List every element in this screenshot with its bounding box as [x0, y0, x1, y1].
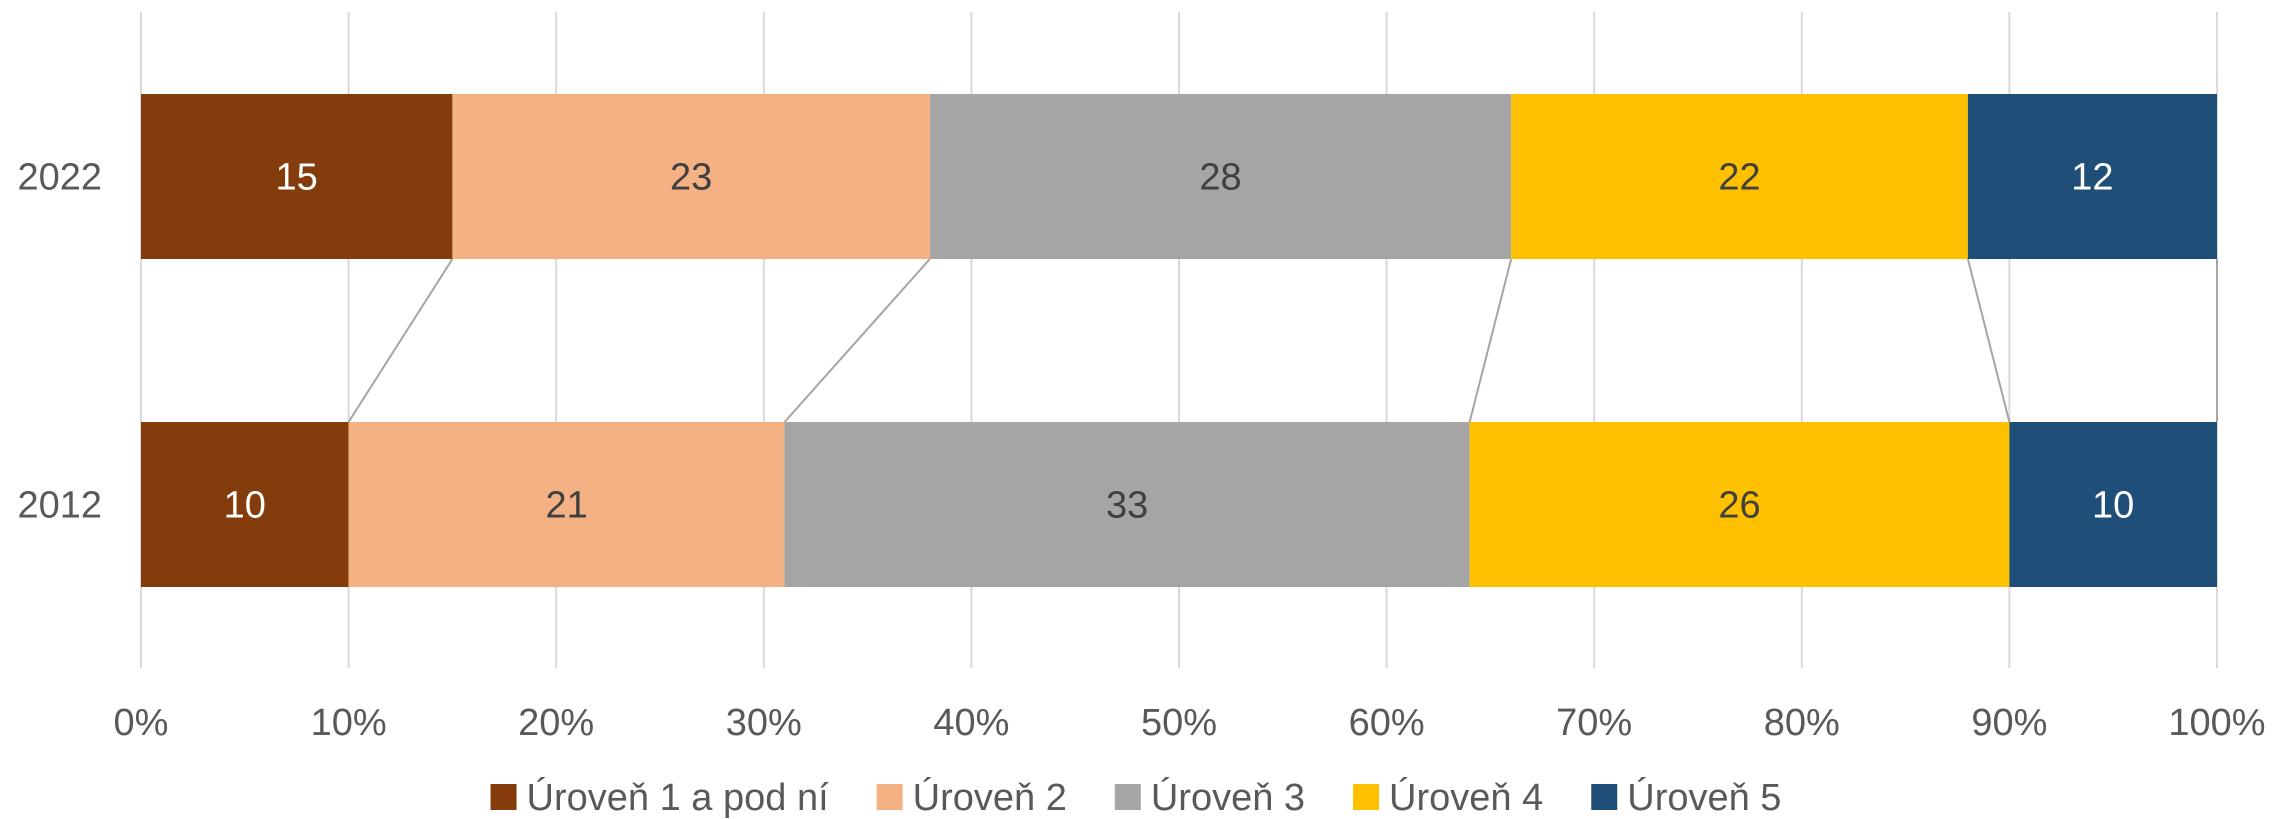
- series-line: [347, 258, 454, 423]
- series-line: [1468, 258, 1513, 423]
- legend-item: Úroveň 4: [1353, 776, 1543, 819]
- category-label: 2022: [17, 157, 102, 199]
- x-tick-label: 60%: [1349, 702, 1425, 744]
- x-tick-label: 90%: [1971, 702, 2047, 744]
- bar-segment: [784, 422, 1470, 587]
- series-line: [783, 258, 931, 423]
- series-lines: [347, 258, 2218, 423]
- bar-segment: [141, 422, 349, 587]
- legend-swatch: [1114, 784, 1141, 810]
- data-label: 28: [1199, 157, 1241, 199]
- bar-segment: [929, 94, 1512, 259]
- data-label: 12: [2071, 157, 2113, 199]
- bar-segment: [1511, 94, 1968, 259]
- legend-swatch: [1353, 784, 1380, 810]
- x-tick-label: 20%: [518, 702, 594, 744]
- bar-segment: [1469, 422, 2010, 587]
- data-label: 26: [1718, 485, 1760, 527]
- x-tick-label: 10%: [311, 702, 387, 744]
- x-tick-label: 40%: [933, 702, 1009, 744]
- data-label: 33: [1106, 485, 1148, 527]
- x-tick-label: 30%: [726, 702, 802, 744]
- bar-segment: [2009, 422, 2217, 587]
- y-axis: 2022 2012: [17, 157, 102, 527]
- legend-item: Úroveň 5: [1591, 776, 1781, 819]
- legend-label: Úroveň 2: [913, 776, 1067, 819]
- legend-item: Úroveň 2: [876, 776, 1067, 819]
- bar-segment: [348, 422, 785, 587]
- category-label: 2012: [17, 485, 102, 527]
- legend-label: Úroveň 1 a pod ní: [527, 776, 830, 819]
- data-label: 15: [276, 157, 318, 199]
- data-label: 22: [1718, 157, 1760, 199]
- x-tick-label: 80%: [1764, 702, 1840, 744]
- legend-item: Úroveň 3: [1114, 776, 1305, 819]
- bar-segment: [141, 94, 453, 259]
- bars: 15 23 28 22 12 10 21 33 26 10: [141, 94, 2217, 587]
- x-tick-label: 70%: [1556, 702, 1632, 744]
- legend-swatch: [876, 784, 903, 810]
- x-tick-label: 50%: [1141, 702, 1217, 744]
- legend-label: Úroveň 5: [1627, 776, 1781, 819]
- legend: Úroveň 1 a pod ní Úroveň 2 Úroveň 3 Úroveň …: [490, 776, 1781, 819]
- legend-swatch: [1591, 784, 1618, 810]
- x-tick-label: 0%: [114, 702, 169, 744]
- bar-segment: [452, 94, 930, 259]
- data-label: 10: [2092, 485, 2134, 527]
- legend-item: Úroveň 1 a pod ní: [490, 776, 830, 819]
- bar-segment: [1967, 94, 2217, 259]
- legend-label: Úroveň 4: [1389, 776, 1543, 819]
- legend-label: Úroveň 3: [1151, 776, 1305, 819]
- data-label: 23: [670, 157, 712, 199]
- series-line: [1966, 258, 2011, 423]
- data-label: 21: [545, 485, 587, 527]
- data-label: 10: [224, 485, 266, 527]
- x-tick-label: 100%: [2168, 702, 2265, 744]
- legend-swatch: [490, 784, 517, 810]
- x-axis: 0% 10% 20% 30% 40% 50% 60% 70% 80% 90% 100%: [114, 702, 2266, 744]
